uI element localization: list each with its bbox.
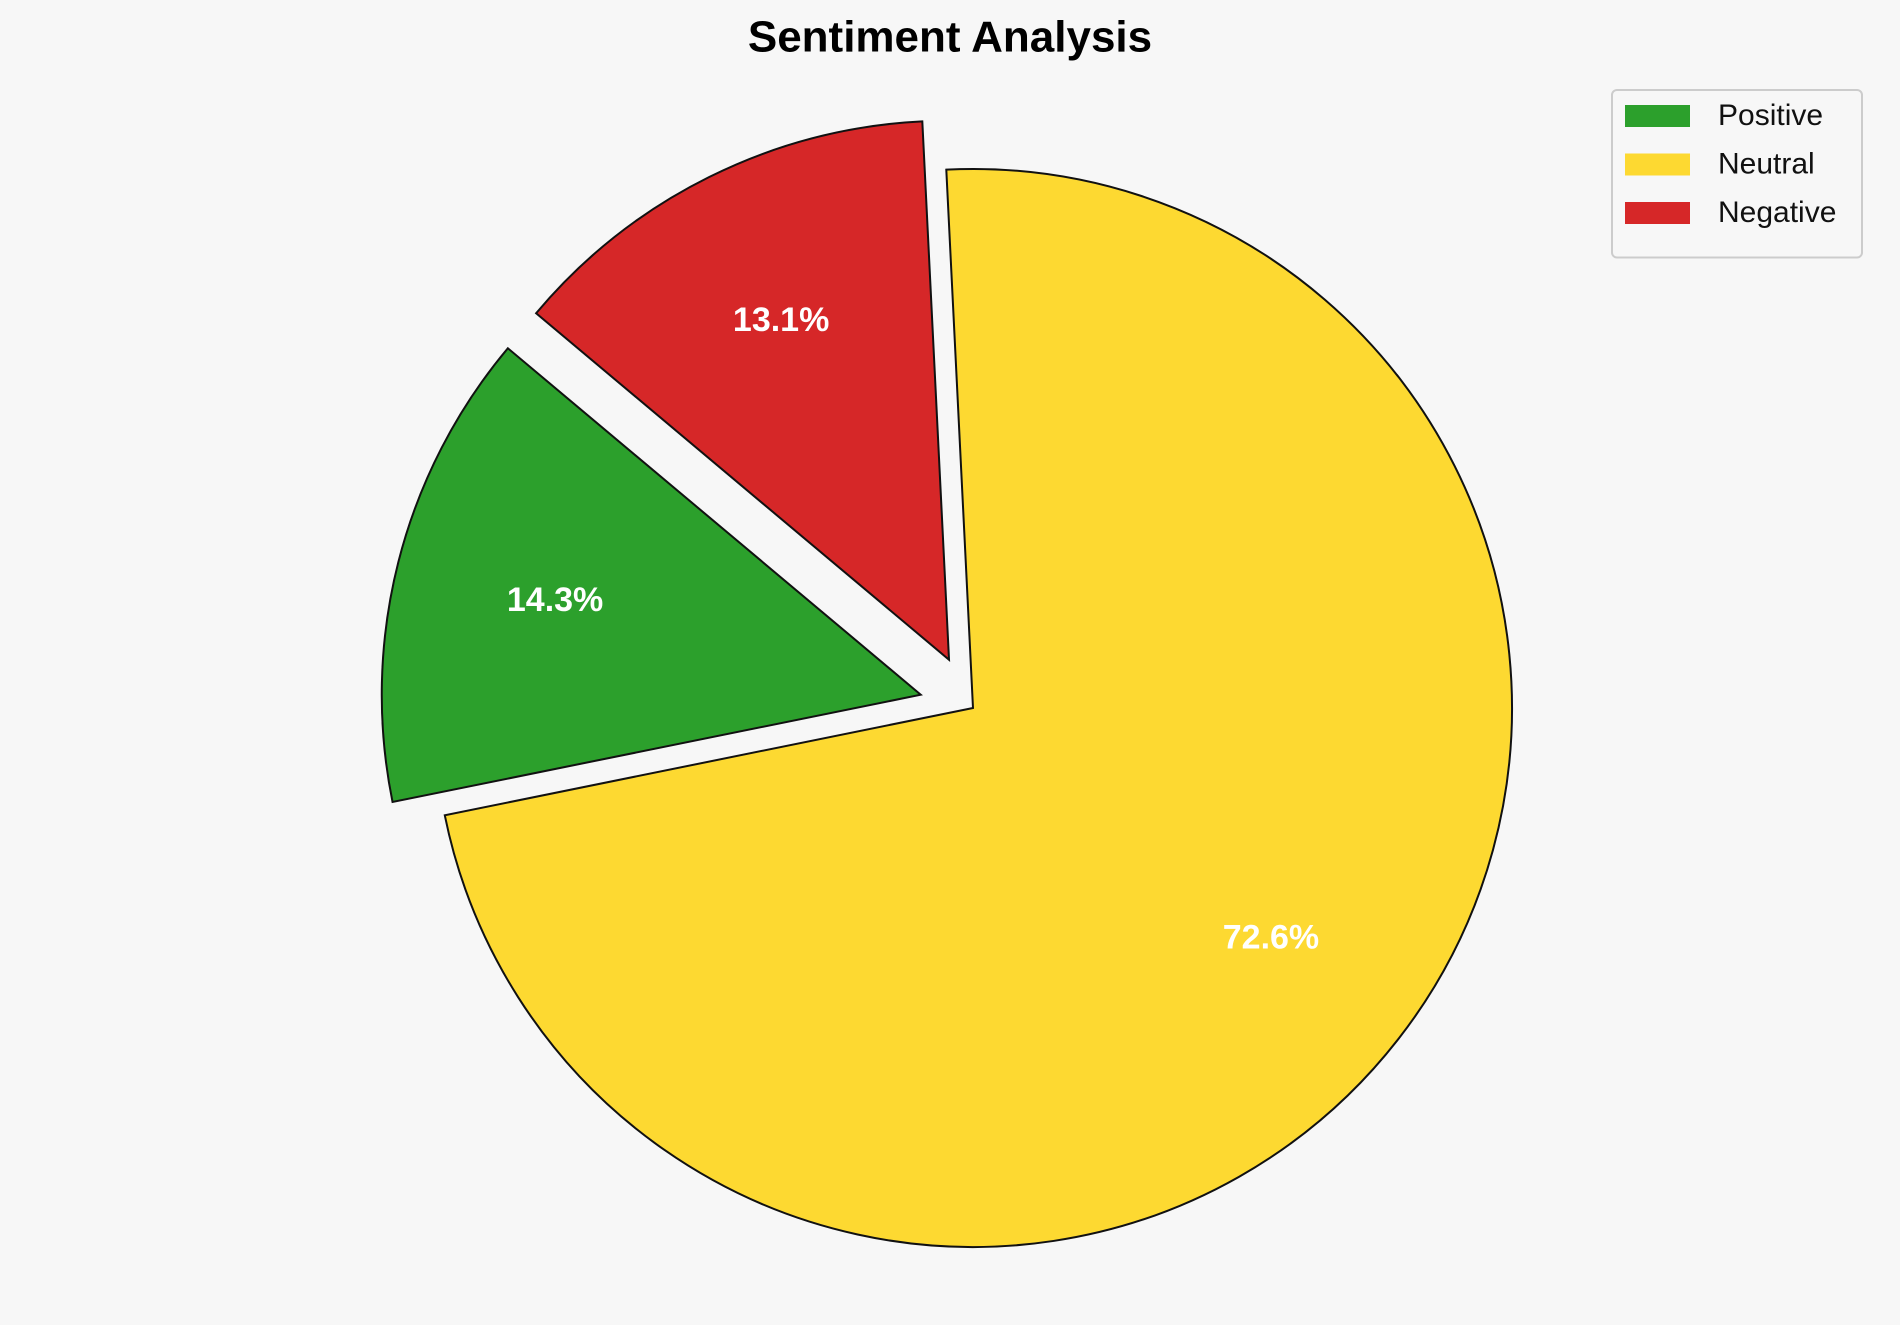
pie-slice bbox=[534, 120, 951, 662]
legend-swatch bbox=[1625, 105, 1690, 127]
legend-label: Positive bbox=[1718, 99, 1823, 132]
legend-swatch bbox=[1625, 202, 1690, 224]
slice-label: 13.1% bbox=[733, 301, 829, 339]
legend-swatch bbox=[1625, 153, 1690, 176]
legend: Positive Neutral Negative bbox=[1611, 89, 1863, 259]
chart-title: Sentiment Analysis bbox=[748, 13, 1152, 62]
legend-label: Neutral bbox=[1718, 147, 1815, 180]
pie-slice bbox=[380, 346, 923, 804]
slice-label: 72.6% bbox=[1223, 918, 1319, 956]
pie-slice bbox=[443, 168, 1513, 1248]
legend-label: Negative bbox=[1718, 196, 1836, 229]
slice-label: 14.3% bbox=[507, 581, 603, 619]
